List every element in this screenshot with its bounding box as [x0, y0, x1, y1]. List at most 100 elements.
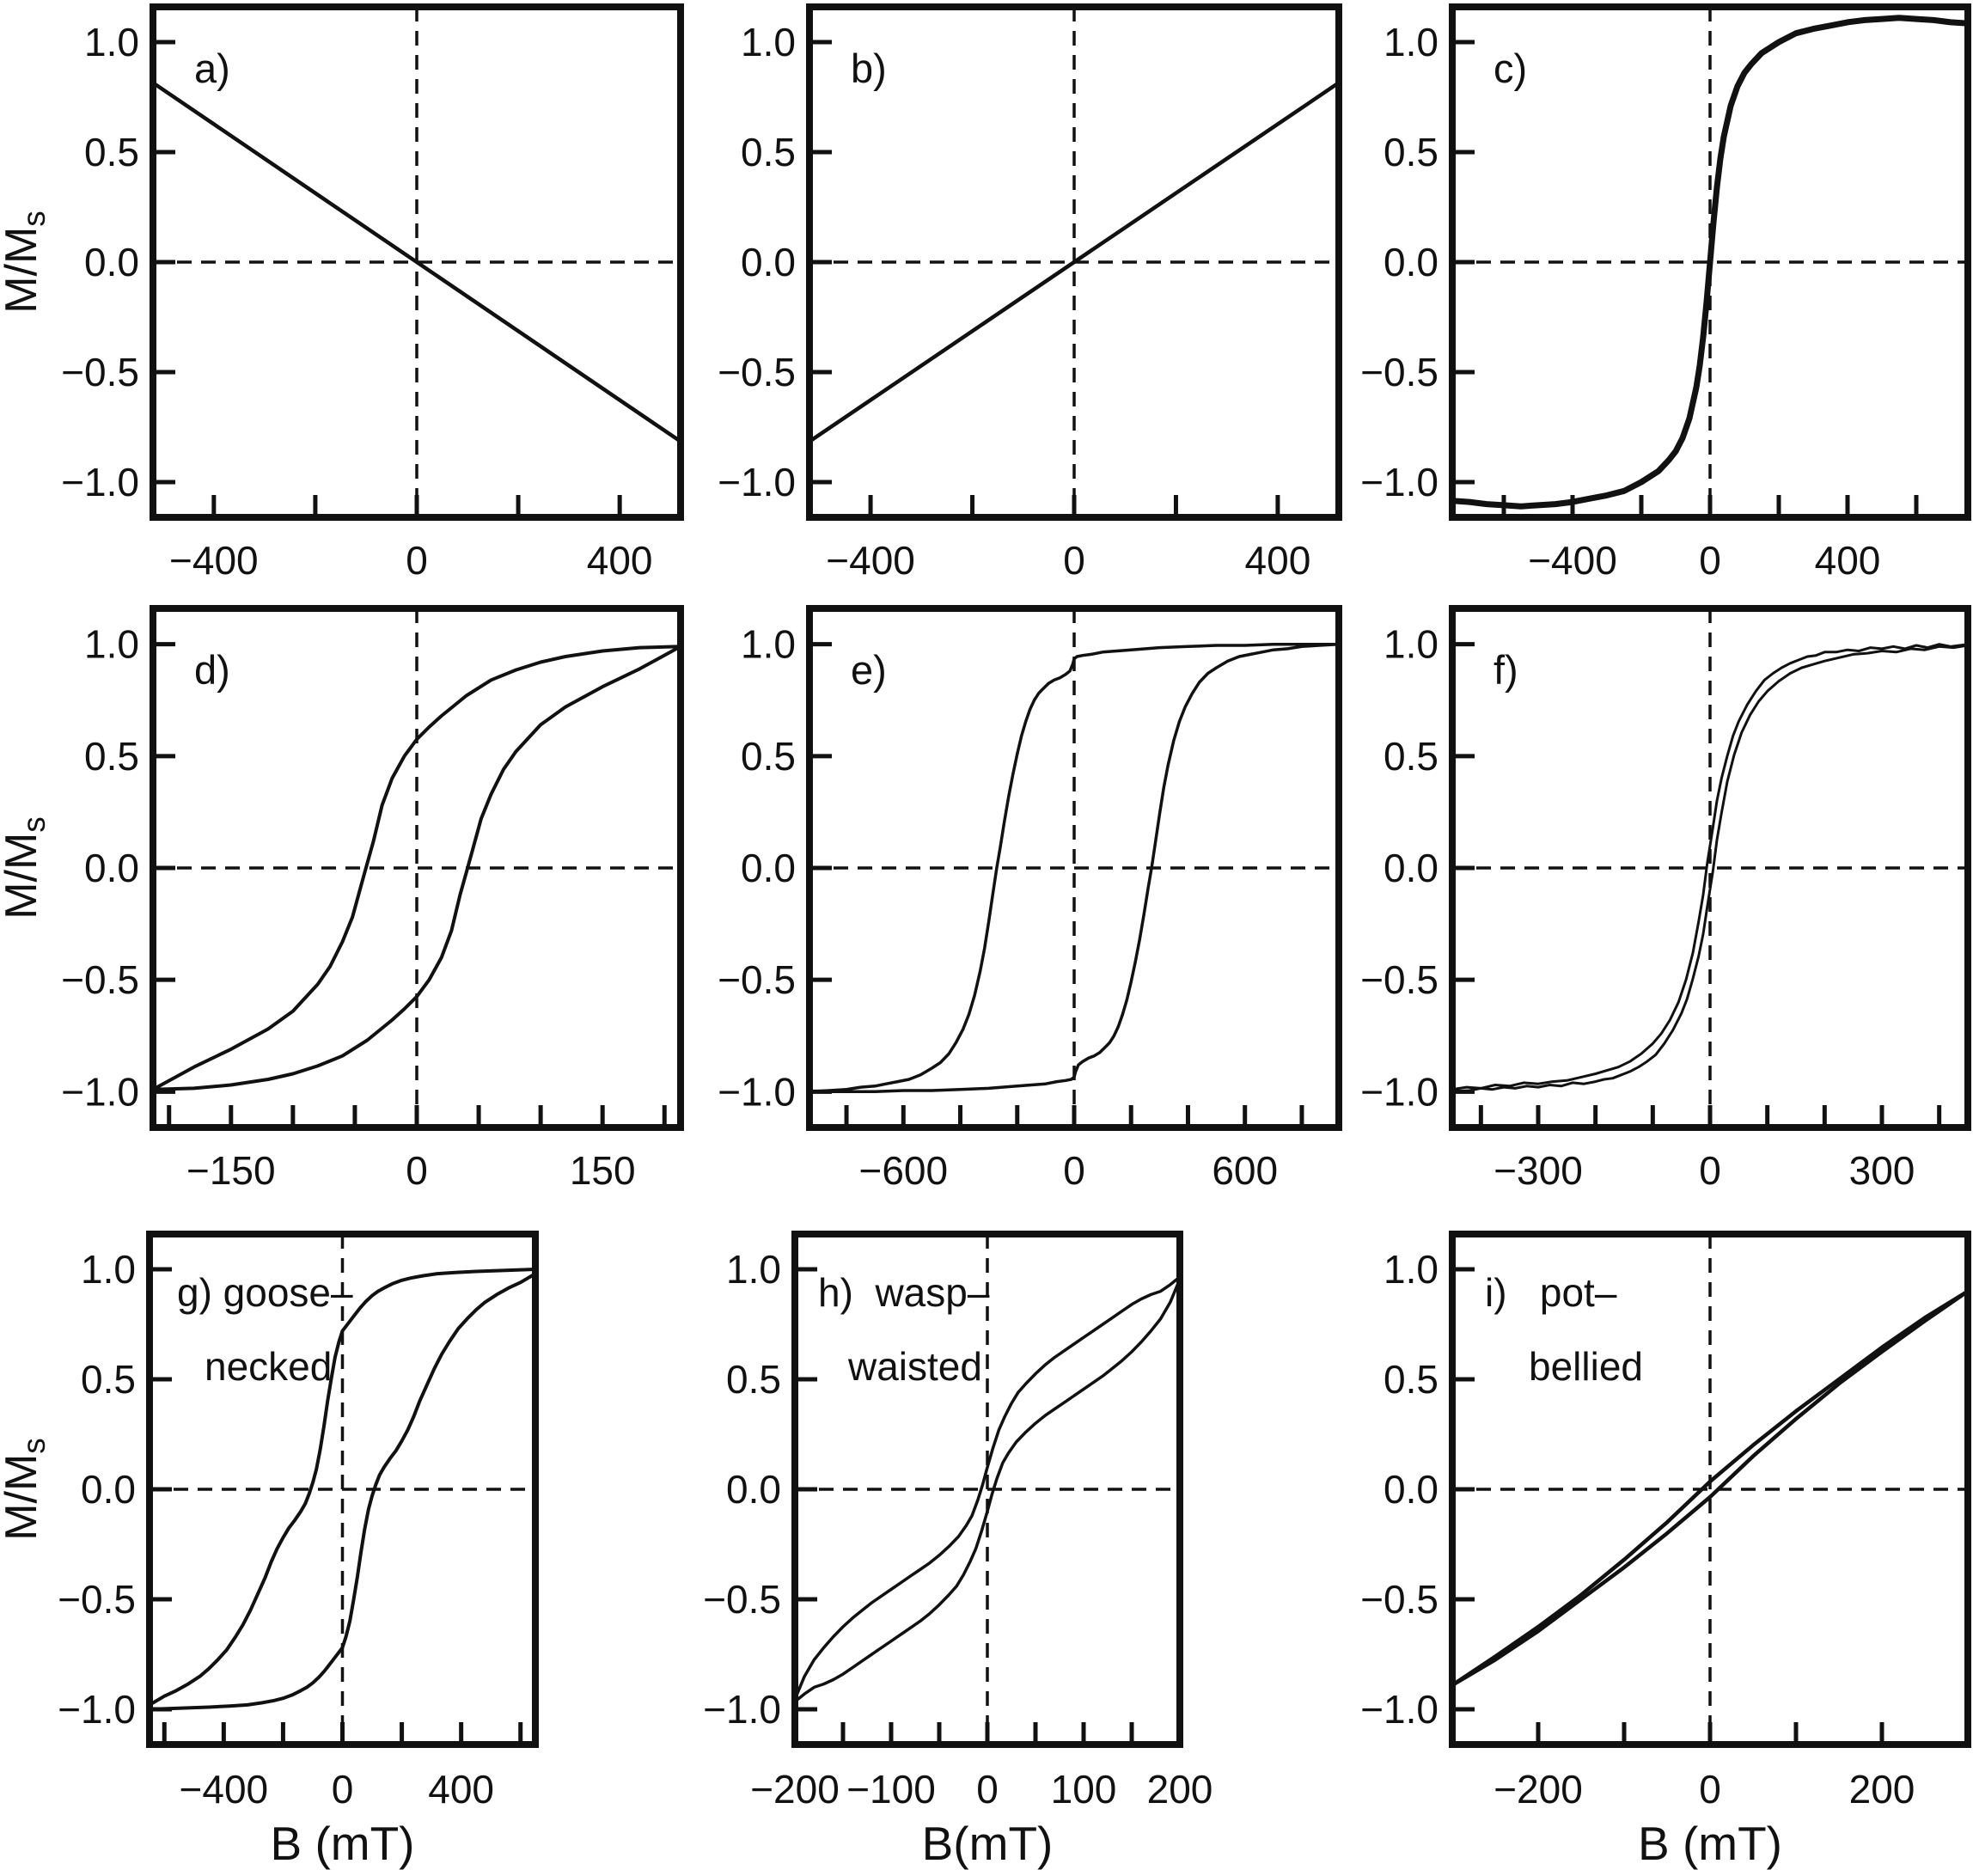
panel-annotation-line2: bellied — [1529, 1344, 1643, 1389]
y-axis-title: M/Ms — [0, 816, 52, 920]
x-tick-label: 400 — [587, 538, 653, 583]
y-tick-label: 0.5 — [81, 1357, 136, 1402]
x-tick-label: 0 — [1699, 1767, 1721, 1812]
panel-annotation-line2: necked — [205, 1344, 332, 1389]
y-tick-label: 0.5 — [84, 130, 139, 174]
y-tick-label: 0.0 — [741, 240, 796, 284]
y-tick-label: −1.0 — [61, 1069, 139, 1114]
curve-descending — [1451, 643, 1970, 1091]
x-tick-label: −400 — [180, 1767, 269, 1812]
y-tick-label: 0.0 — [84, 240, 139, 284]
curve-upper — [1450, 1289, 1970, 1688]
y-tick-label: 0.0 — [726, 1467, 781, 1512]
panel-label: a) — [194, 46, 230, 91]
y-tick-label: 0.0 — [741, 846, 796, 890]
panel-label: c) — [1493, 46, 1527, 91]
y-tick-label: 1.0 — [1384, 20, 1439, 64]
x-tick-label: 0 — [1063, 1148, 1085, 1193]
y-tick-label: 0.5 — [84, 734, 139, 779]
y-tick-label: 0.0 — [1384, 846, 1439, 890]
x-tick-label: 100 — [1051, 1767, 1117, 1812]
x-tick-label: 200 — [1849, 1767, 1915, 1812]
y-tick-label: 1.0 — [741, 20, 796, 64]
y-tick-label: 0.5 — [1384, 734, 1439, 779]
x-tick-label: −400 — [826, 538, 915, 583]
x-tick-label: 0 — [332, 1767, 354, 1812]
y-tick-label: 0.0 — [84, 846, 139, 890]
y-tick-label: −0.5 — [718, 350, 796, 394]
y-tick-label: −0.5 — [703, 1577, 781, 1622]
y-tick-label: −1.0 — [718, 1069, 796, 1114]
x-tick-label: 0 — [406, 538, 428, 583]
x-tick-label: 400 — [1815, 538, 1881, 583]
y-tick-label: −1.0 — [1360, 1687, 1439, 1732]
panel-annotation-line1: g) goose– — [177, 1270, 353, 1315]
x-tick-label: 0 — [1699, 1148, 1721, 1193]
y-tick-label: 1.0 — [741, 622, 796, 667]
x-tick-label: 0 — [1699, 538, 1721, 583]
y-tick-label: 0.0 — [1384, 1467, 1439, 1512]
y-tick-label: 1.0 — [726, 1247, 781, 1292]
panel-e: −600 0 600 1.0 0.5 0.0 −0.5 −1.0 e) — [718, 605, 1342, 1193]
y-tick-label: 1.0 — [81, 1247, 136, 1292]
curve-ascending — [151, 645, 682, 1091]
x-tick-label: −200 — [750, 1767, 840, 1812]
x-tick-label: 0 — [1063, 538, 1085, 583]
curve-descending — [808, 642, 1341, 1094]
x-tick-label: −300 — [1493, 1148, 1583, 1193]
y-tick-label: 0.5 — [741, 734, 796, 779]
y-tick-label: 0.5 — [1384, 1357, 1439, 1402]
y-tick-label: −0.5 — [61, 350, 139, 394]
curve-line — [150, 81, 683, 443]
x-tick-label: −600 — [858, 1148, 948, 1193]
y-tick-label: −1.0 — [718, 460, 796, 504]
y-tick-label: −0.5 — [61, 957, 139, 1002]
y-tick-label: −0.5 — [718, 957, 796, 1002]
curve-ascending — [793, 1277, 1182, 1703]
y-tick-label: 0.5 — [741, 130, 796, 174]
x-tick-label: −400 — [1528, 538, 1617, 583]
panel-g: −400 0 400 1.0 0.5 0.0 −0.5 −1.0 g) goose– necked… — [0, 1231, 539, 1870]
x-axis-title: B (mT) — [1638, 1817, 1782, 1870]
x-tick-label: −150 — [186, 1148, 276, 1193]
panel-a: −400 0 400 1.0 0.5 0.0 −0.5 −1.0 a) M/Ms — [0, 3, 684, 583]
y-tick-label: −1.0 — [703, 1687, 781, 1732]
panel-annotation-line2: waisted — [847, 1344, 982, 1389]
y-tick-label: 1.0 — [84, 622, 139, 667]
panel-label: e) — [851, 647, 887, 693]
y-tick-label: 1.0 — [1384, 1247, 1439, 1292]
y-tick-label: 1.0 — [84, 20, 139, 64]
y-tick-label: −1.0 — [58, 1687, 136, 1732]
curve-ascending — [1451, 644, 1970, 1093]
panel-f: −300 0 300 1.0 0.5 0.0 −0.5 −1.0 f) — [1360, 605, 1971, 1193]
x-tick-label: 150 — [570, 1148, 636, 1193]
curve-descending — [151, 645, 682, 1091]
curve-ascending — [808, 642, 1341, 1094]
panel-label: d) — [194, 647, 230, 693]
curve-line — [807, 81, 1341, 443]
curve-lower — [1450, 1289, 1970, 1688]
y-tick-label: −0.5 — [1360, 350, 1439, 394]
x-axis-title: B (mT) — [270, 1817, 414, 1870]
panel-b: −400 0 400 1.0 0.5 0.0 −0.5 −1.0 b) — [718, 3, 1342, 583]
x-tick-label: 400 — [428, 1767, 494, 1812]
y-tick-label: 0.5 — [1384, 130, 1439, 174]
panel-c: −400 0 400 1.0 0.5 0.0 −0.5 −1.0 c) — [1360, 3, 1971, 583]
y-tick-label: −1.0 — [1360, 1069, 1439, 1114]
x-tick-label: 200 — [1147, 1767, 1213, 1812]
x-tick-label: −400 — [169, 538, 259, 583]
curve-ascending — [148, 1272, 537, 1711]
panel-label: f) — [1493, 647, 1518, 693]
y-tick-label: 0.0 — [1384, 240, 1439, 284]
x-tick-label: −100 — [846, 1767, 936, 1812]
panel-label: b) — [851, 46, 887, 91]
y-tick-label: −0.5 — [1360, 957, 1439, 1002]
y-axis-title: M/Ms — [0, 211, 52, 314]
y-tick-label: 1.0 — [1384, 622, 1439, 667]
x-tick-label: 600 — [1212, 1148, 1278, 1193]
panel-d: −150 0 150 1.0 0.5 0.0 −0.5 −1.0 d) M/Ms — [0, 605, 684, 1193]
x-tick-label: −200 — [1493, 1767, 1583, 1812]
y-tick-label: 0.5 — [726, 1357, 781, 1402]
